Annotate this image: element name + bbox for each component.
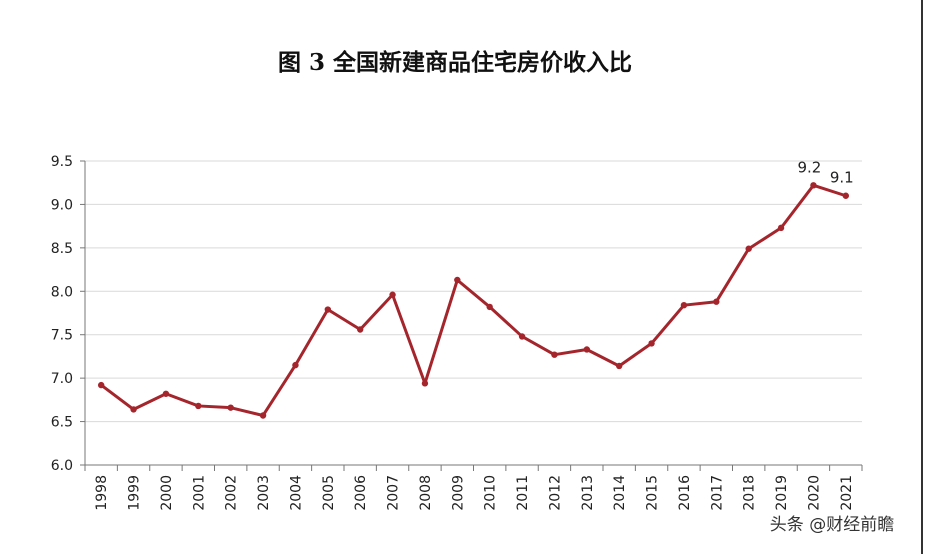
data-label: 9.2 <box>798 158 822 176</box>
data-point <box>356 326 364 333</box>
x-tick-label: 2017 <box>709 475 725 511</box>
data-point <box>421 380 429 387</box>
data-point <box>648 340 655 347</box>
y-tick-label: 9.0 <box>51 197 73 213</box>
data-point <box>259 412 267 419</box>
data-point <box>810 182 817 189</box>
data-point <box>227 404 234 411</box>
y-tick-label: 8.0 <box>51 284 73 300</box>
x-tick-label: 2011 <box>515 475 531 511</box>
data-point <box>518 333 526 340</box>
x-tick-label: 1998 <box>94 475 110 511</box>
y-tick-label: 6.5 <box>51 415 73 431</box>
x-tick-label: 2002 <box>224 475 240 511</box>
x-tick-label: 2019 <box>774 475 790 511</box>
x-tick-label: 2004 <box>288 475 304 511</box>
data-point <box>551 351 558 358</box>
x-tick-label: 2020 <box>806 475 822 511</box>
data-line <box>100 183 847 417</box>
data-point <box>324 306 332 313</box>
chart-title: 图 3 全国新建商品住宅房价收入比 <box>278 49 632 76</box>
x-tick-label: 2014 <box>612 475 628 511</box>
x-tick-label: 2021 <box>839 475 855 511</box>
data-point <box>842 192 850 199</box>
y-tick-label: 9.5 <box>51 154 73 170</box>
y-tick-label: 8.5 <box>51 241 73 257</box>
data-point <box>389 291 396 298</box>
data-point <box>713 298 720 305</box>
data-point <box>777 224 785 232</box>
y-tick-label: 6.0 <box>51 458 73 474</box>
data-point <box>292 361 299 369</box>
data-point <box>745 245 752 252</box>
x-tick-label: 2012 <box>547 475 563 511</box>
y-tick-label: 7.5 <box>51 328 73 344</box>
y-tick-label: 7.0 <box>51 371 73 387</box>
data-point <box>583 346 591 353</box>
x-tick-label: 2005 <box>321 475 337 511</box>
x-tick-label: 1999 <box>127 475 143 511</box>
x-tick-label: 2018 <box>742 475 758 511</box>
watermark: 头条 @财经前瞻 <box>770 515 894 535</box>
data-point <box>486 303 493 311</box>
data-label: 9.1 <box>830 169 854 187</box>
x-tick-label: 2001 <box>191 475 207 511</box>
x-tick-label: 2003 <box>256 475 272 511</box>
x-tick-label: 2010 <box>483 475 499 511</box>
data-point <box>195 402 202 410</box>
data-point <box>130 406 137 413</box>
x-tick-label: 2013 <box>580 475 596 511</box>
x-tick-label: 2007 <box>386 475 402 511</box>
data-point <box>615 362 623 370</box>
x-tick-label: 2000 <box>159 475 175 511</box>
data-point <box>162 390 170 397</box>
x-tick-label: 2006 <box>353 475 369 511</box>
data-point <box>97 381 105 389</box>
data-point <box>680 301 688 309</box>
x-tick-label: 2016 <box>677 475 693 511</box>
data-point <box>454 276 461 284</box>
x-tick-label: 2008 <box>418 475 434 511</box>
x-tick-label: 2015 <box>645 475 661 511</box>
x-tick-label: 2009 <box>450 475 466 511</box>
